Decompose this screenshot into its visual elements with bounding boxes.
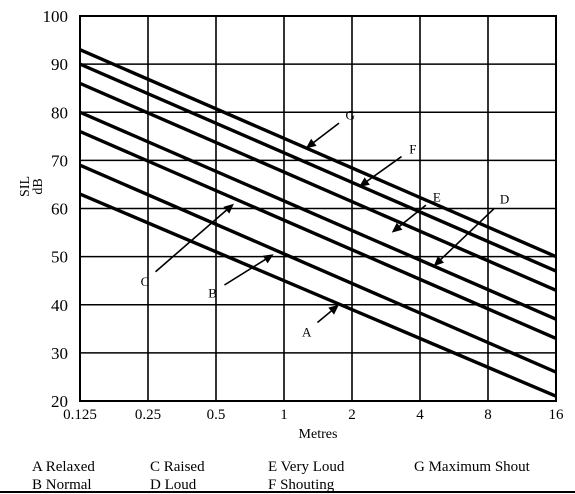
x-tick-label-4: 2 bbox=[348, 407, 356, 423]
annotation-arrowhead-c bbox=[223, 203, 234, 214]
annotation-b: B bbox=[208, 254, 274, 300]
annotation-a: A bbox=[302, 304, 339, 339]
series-line-d bbox=[79, 110, 557, 321]
annotation-arrowhead-b bbox=[262, 254, 274, 264]
annotation-label-f: F bbox=[409, 141, 416, 156]
y-axis-ticks: 20 30 40 50 60 70 80 90 100 bbox=[43, 7, 69, 411]
series-line-g bbox=[79, 48, 557, 259]
x-tick-label-6: 8 bbox=[484, 407, 492, 423]
series-line-f bbox=[79, 62, 557, 273]
annotation-arrowhead-d bbox=[433, 256, 445, 267]
annotation-arrow-b bbox=[224, 256, 270, 286]
x-tick-label-1: 0.25 bbox=[135, 407, 161, 423]
y-tick-label-2: 40 bbox=[51, 296, 68, 315]
annotation-arrow-c bbox=[155, 207, 230, 273]
y-tick-label-6: 80 bbox=[51, 103, 68, 122]
annotation-g: G bbox=[305, 108, 355, 149]
annotation-arrow-g bbox=[310, 122, 340, 146]
legend: A Relaxed C Raised E Very Loud G Maximum… bbox=[32, 458, 564, 494]
legend-item-f: F Shouting bbox=[268, 477, 335, 493]
x-tick-label-2: 0.5 bbox=[207, 407, 226, 423]
legend-item-d: D Loud bbox=[150, 477, 197, 493]
annotation-arrow-f bbox=[363, 155, 402, 185]
legend-item-e: E Very Loud bbox=[268, 459, 345, 475]
annotation-d: D bbox=[433, 192, 509, 267]
annotation-arrow-e bbox=[395, 204, 427, 230]
series-line-a bbox=[79, 192, 557, 398]
legend-item-c: C Raised bbox=[150, 459, 205, 475]
legend-item-g: G Maximum Shout bbox=[414, 459, 530, 475]
annotation-arrowhead-f bbox=[359, 177, 370, 187]
y-tick-label-4: 60 bbox=[51, 200, 68, 219]
series-line-b bbox=[79, 163, 557, 374]
annotation-label-g: G bbox=[345, 108, 354, 123]
annotation-f: F bbox=[359, 141, 417, 187]
grid bbox=[79, 15, 557, 402]
y-tick-label-8: 100 bbox=[43, 7, 69, 26]
annotation-label-e: E bbox=[433, 189, 441, 204]
x-tick-label-3: 1 bbox=[280, 407, 288, 423]
bottom-rule bbox=[0, 491, 575, 493]
legend-item-b: B Normal bbox=[32, 477, 92, 493]
x-tick-label-0: 0.125 bbox=[63, 407, 97, 423]
x-tick-label-5: 4 bbox=[416, 407, 424, 423]
y-tick-label-1: 30 bbox=[51, 344, 68, 363]
x-axis-label: Metres bbox=[299, 427, 338, 442]
annotation-label-c: C bbox=[141, 274, 150, 289]
plot-frame bbox=[79, 15, 557, 402]
y-tick-label-3: 50 bbox=[51, 248, 68, 267]
annotations: A B C D E F G bbox=[141, 108, 510, 340]
y-axis-label: SIL dB bbox=[18, 176, 46, 197]
annotation-label-b: B bbox=[208, 285, 217, 300]
series-line-c bbox=[79, 129, 557, 340]
x-tick-label-7: 16 bbox=[549, 407, 565, 423]
y-tick-label-7: 90 bbox=[51, 55, 68, 74]
y-tick-label-5: 70 bbox=[51, 151, 68, 170]
annotation-arrowhead-e bbox=[391, 222, 403, 233]
annotation-label-a: A bbox=[302, 324, 312, 339]
annotation-arrowhead-a bbox=[328, 304, 339, 315]
annotation-arrowhead-g bbox=[305, 138, 317, 149]
y-axis-label-line2: dB bbox=[31, 178, 46, 194]
x-axis-ticks: 0.125 0.25 0.5 1 2 4 8 16 bbox=[63, 407, 564, 423]
annotation-label-d: D bbox=[500, 192, 509, 207]
y-axis-label-line1: SIL bbox=[18, 176, 33, 197]
legend-item-a: A Relaxed bbox=[32, 459, 95, 475]
series-lines bbox=[79, 48, 557, 398]
annotation-arrow-d bbox=[437, 207, 496, 263]
annotation-c: C bbox=[141, 203, 234, 289]
series-line-e bbox=[79, 81, 557, 292]
annotation-e: E bbox=[391, 189, 441, 233]
y-tick-label-0: 20 bbox=[51, 392, 68, 411]
